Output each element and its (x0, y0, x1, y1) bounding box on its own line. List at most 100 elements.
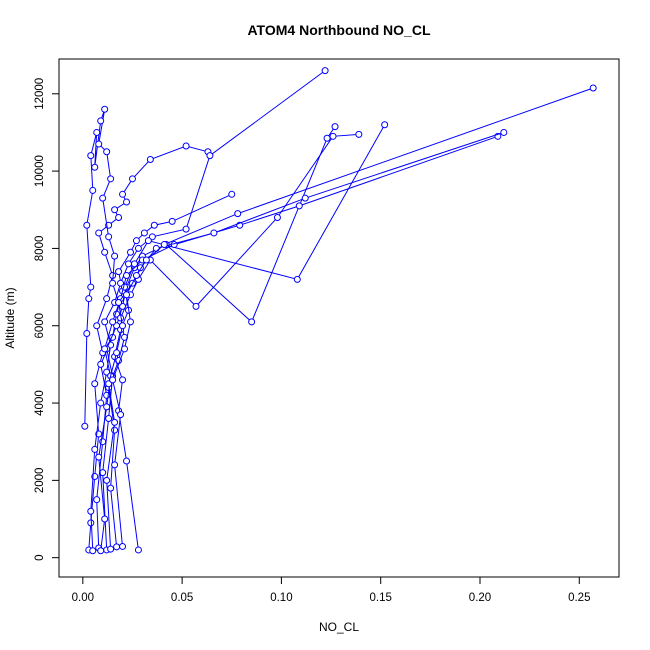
data-point (119, 322, 127, 330)
data-point (107, 484, 115, 492)
data-point (160, 241, 168, 249)
data-point (95, 140, 103, 148)
data-point (83, 221, 91, 229)
y-tick-label: 0 (34, 554, 46, 560)
x-tick-label: 0.15 (370, 592, 392, 604)
data-point (111, 418, 119, 426)
data-point (103, 295, 111, 303)
series-10 (81, 105, 123, 430)
data-point (134, 244, 142, 252)
data-point (152, 244, 160, 252)
x-tick-label: 0.10 (270, 592, 292, 604)
data-point (134, 546, 142, 554)
data-point (91, 163, 99, 171)
series-9 (109, 84, 597, 550)
data-point (107, 175, 115, 183)
data-point (206, 152, 214, 160)
x-tick-label: 0.00 (72, 592, 94, 604)
y-axis-label: Altitude (m) (3, 287, 17, 348)
data-point (111, 206, 119, 214)
data-point (182, 142, 190, 150)
data-point (95, 229, 103, 237)
data-point (103, 148, 111, 156)
y-tick-label: 10000 (34, 155, 46, 187)
data-point (234, 210, 242, 218)
y-tick-label: 6000 (34, 313, 46, 339)
data-point (144, 237, 152, 245)
data-point (87, 519, 95, 527)
data-point (500, 128, 508, 136)
data-point (87, 283, 95, 291)
data-point (123, 291, 131, 299)
data-point (293, 275, 301, 283)
data-point (109, 318, 117, 326)
data-point (228, 190, 236, 198)
data-point (103, 476, 111, 484)
data-point (101, 345, 109, 353)
data-point (140, 229, 148, 237)
data-point (89, 547, 97, 555)
data-point (89, 186, 97, 194)
data-point (115, 268, 123, 276)
data-point (150, 221, 158, 229)
data-point (119, 190, 127, 198)
data-point (97, 547, 105, 555)
y-axis: 0 2000 4000 6000 8000 10000 12000 (34, 78, 60, 561)
data-point (95, 453, 103, 461)
data-point (81, 422, 89, 430)
data-point (117, 411, 125, 419)
data-point (99, 194, 107, 202)
series-layer (81, 67, 597, 555)
data-point (192, 302, 200, 310)
y-tick-label: 12000 (34, 78, 46, 110)
data-point (321, 67, 329, 75)
data-point (109, 376, 117, 384)
data-point (123, 271, 131, 279)
y-tick-label: 8000 (34, 236, 46, 262)
data-point (121, 345, 129, 353)
data-point (97, 360, 105, 368)
data-point (105, 415, 113, 423)
data-point (142, 256, 150, 264)
data-point (331, 123, 339, 131)
data-point (132, 271, 140, 279)
x-axis: 0.00 0.05 0.10 0.15 0.20 0.25 (72, 576, 590, 604)
data-point (85, 295, 93, 303)
data-point (93, 496, 101, 504)
data-point (101, 105, 109, 113)
data-point (101, 515, 109, 523)
data-point (97, 117, 105, 125)
data-point (91, 445, 99, 453)
x-tick-label: 0.05 (171, 592, 193, 604)
data-point (97, 399, 105, 407)
y-tick-label: 4000 (34, 390, 46, 416)
data-point (101, 318, 109, 326)
data-point (132, 237, 140, 245)
data-point (109, 279, 117, 287)
data-point (115, 213, 123, 221)
data-point (123, 198, 131, 206)
data-point (119, 542, 127, 550)
data-point (87, 152, 95, 160)
data-point (83, 329, 91, 337)
data-point (113, 349, 121, 357)
data-point (355, 130, 363, 138)
data-point (93, 322, 101, 330)
data-point (589, 84, 597, 92)
data-point (119, 376, 127, 384)
data-point (130, 260, 138, 268)
chart-title: ATOM4 Northbound NO_CL (247, 22, 430, 38)
data-point (113, 543, 121, 551)
data-point (111, 461, 119, 469)
data-point (273, 213, 281, 221)
data-point (111, 426, 119, 434)
data-point (115, 299, 123, 307)
data-point (301, 194, 309, 202)
x-tick-label: 0.25 (568, 592, 590, 604)
data-point (107, 545, 115, 553)
data-point (105, 233, 113, 241)
series-line (112, 87, 594, 547)
data-point (99, 469, 107, 477)
